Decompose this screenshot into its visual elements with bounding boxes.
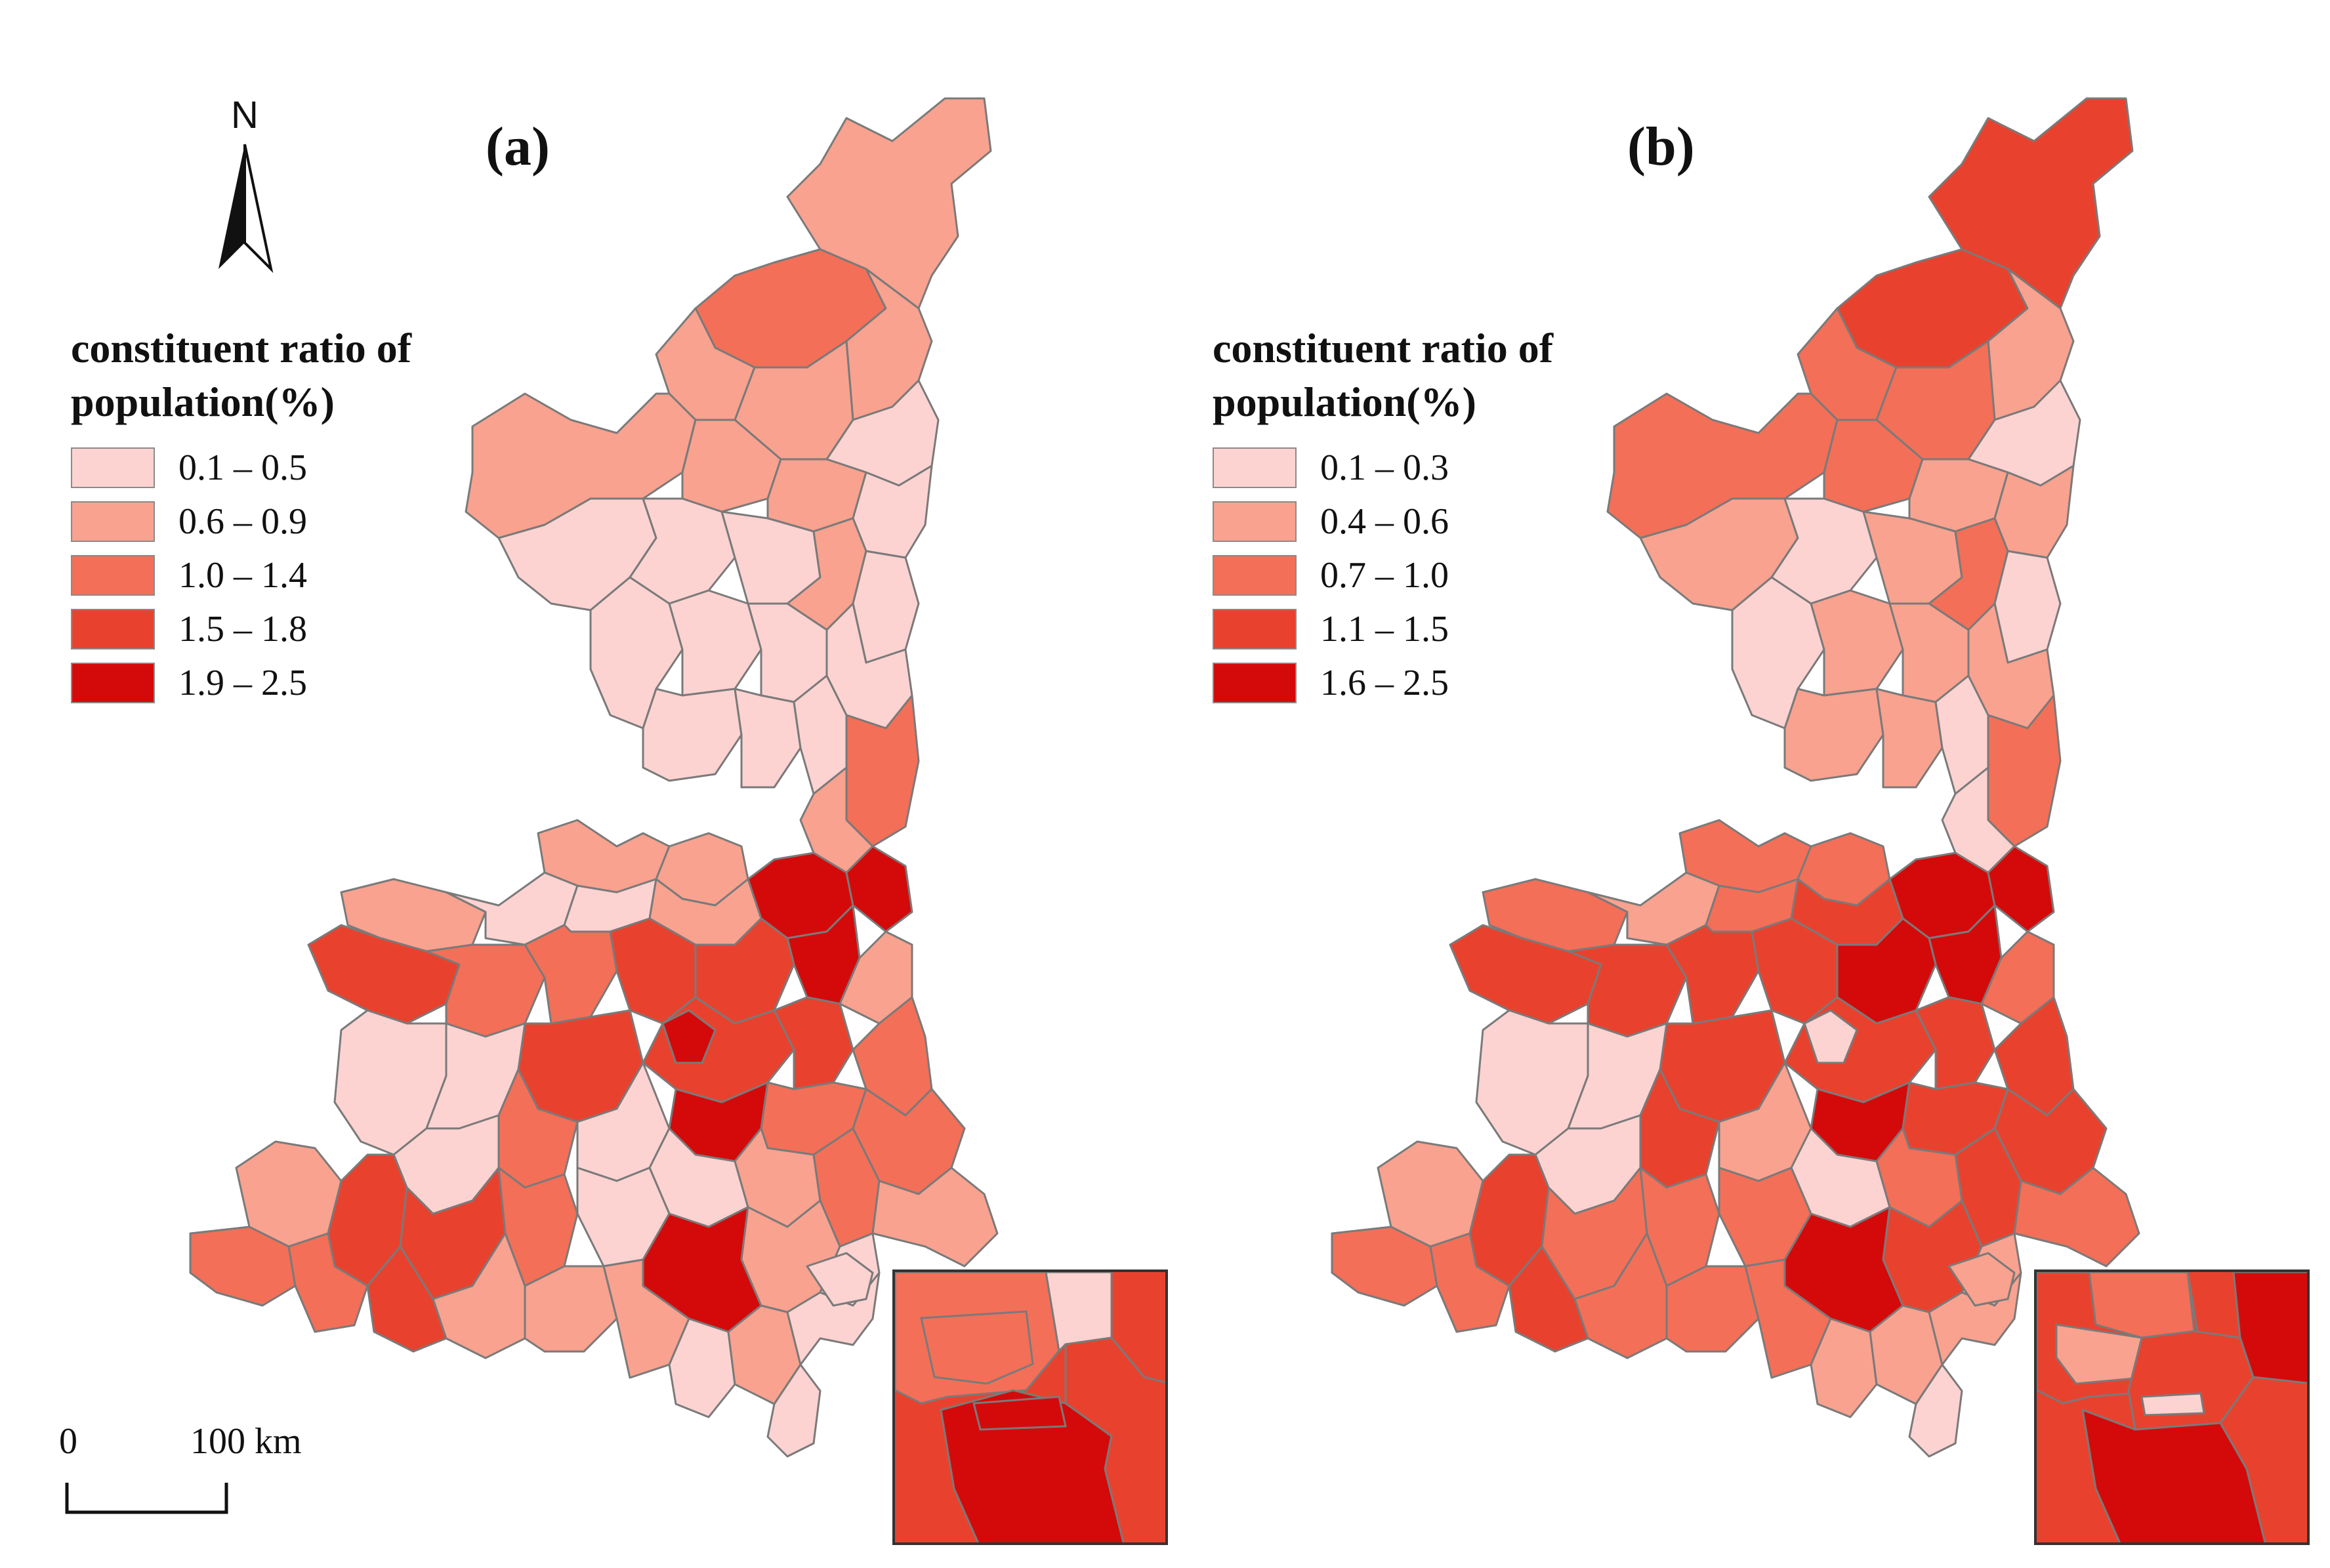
choropleth-map-b (1331, 97, 2140, 1458)
inset-map-a (892, 1269, 1168, 1545)
legend-label: 0.6 – 0.9 (178, 501, 307, 542)
legend-label: 1.1 – 1.5 (1320, 609, 1449, 650)
legend-item: 1.0 – 1.4 (71, 548, 491, 602)
region-x3 (773, 996, 854, 1090)
north-arrow-icon: N (218, 98, 274, 274)
legend-title: constituent ratio of population(%) (71, 325, 412, 425)
scale-bar: 0 100 km (59, 1420, 361, 1519)
panel-label: (a) (486, 116, 550, 177)
legend-label: 1.9 – 2.5 (178, 663, 307, 703)
legend-label: 1.5 – 1.8 (178, 609, 307, 650)
region-c11 (1875, 688, 1944, 789)
region-x2 (1803, 1009, 1858, 1064)
legend-items: 0.1 – 0.3 0.4 – 0.6 0.7 – 1.0 1.1 – 1.5 1.6 … (1213, 441, 1633, 710)
legend-label: 1.0 – 1.4 (178, 555, 307, 596)
region-s10 (287, 1232, 369, 1333)
legend-item: 0.1 – 0.5 (71, 441, 491, 495)
north-label: N (231, 98, 259, 136)
region-s19 (806, 1252, 874, 1307)
scale-distance-label: 100 km (190, 1421, 302, 1462)
legend-b: constituent ratio of population(%) 0.1 –… (1213, 321, 1633, 710)
legend-swatch (71, 447, 155, 488)
legend-label: 0.4 – 0.6 (1320, 501, 1449, 542)
legend-swatch (71, 609, 155, 650)
region-s13 (524, 1265, 618, 1353)
legend-swatch (1213, 555, 1297, 596)
inset-map-b (2034, 1269, 2310, 1545)
region-s9 (1331, 1226, 1438, 1307)
region-c10 (1783, 688, 1884, 782)
legend-a: constituent ratio of population(%) 0.1 –… (71, 321, 491, 710)
legend-item: 0.4 – 0.6 (1213, 495, 1633, 548)
legend-item: 1.5 – 1.8 (71, 602, 491, 656)
region-s19 (1947, 1252, 2016, 1307)
panel-b: (b) constituent ratio of population(%) 0… (1142, 0, 2310, 1568)
region-c10 (642, 688, 743, 782)
legend-swatch (71, 501, 155, 542)
region-s10 (1429, 1232, 1510, 1333)
legend-title: constituent ratio of population(%) (1213, 325, 1554, 425)
region-x3 (1915, 996, 1996, 1090)
region-x2 (661, 1009, 717, 1064)
region-n1 (1928, 97, 2134, 310)
legend-swatch (1213, 447, 1297, 488)
scale-bar-line (65, 1483, 228, 1514)
panel-a: (a) N constituent ratio of population(%)… (59, 97, 1168, 1545)
region-nw2 (681, 419, 782, 513)
panel-label: (b) (1627, 116, 1695, 177)
legend-swatch (71, 555, 155, 596)
region-n1 (786, 97, 992, 310)
region-c7 (1810, 589, 1904, 697)
legend-swatch (1213, 663, 1297, 703)
legend-item: 0.1 – 0.3 (1213, 441, 1633, 495)
legend-swatch (71, 663, 155, 703)
legend-item: 1.1 – 1.5 (1213, 602, 1633, 656)
legend-item: 0.7 – 1.0 (1213, 548, 1633, 602)
region-w9 (2013, 1166, 2140, 1268)
legend-label: 0.1 – 0.3 (1320, 447, 1449, 488)
legend-label: 0.1 – 0.5 (178, 447, 307, 488)
choropleth-map-a (189, 97, 999, 1458)
legend-label: 1.6 – 2.5 (1320, 663, 1449, 703)
region-c7 (668, 589, 762, 697)
legend-items: 0.1 – 0.5 0.6 – 0.9 1.0 – 1.4 1.5 – 1.8 1.9 … (71, 441, 491, 710)
legend-swatch (1213, 501, 1297, 542)
legend-item: 0.6 – 0.9 (71, 495, 491, 548)
region-c11 (734, 688, 802, 789)
region-s9 (189, 1226, 297, 1307)
legend-item: 1.6 – 2.5 (1213, 656, 1633, 710)
region-nw2 (1823, 419, 1924, 513)
region-s13 (1665, 1265, 1760, 1353)
scale-zero-label: 0 (59, 1421, 77, 1462)
legend-swatch (1213, 609, 1297, 650)
legend-label: 0.7 – 1.0 (1320, 555, 1449, 596)
legend-item: 1.9 – 2.5 (71, 656, 491, 710)
region-w9 (871, 1166, 999, 1268)
